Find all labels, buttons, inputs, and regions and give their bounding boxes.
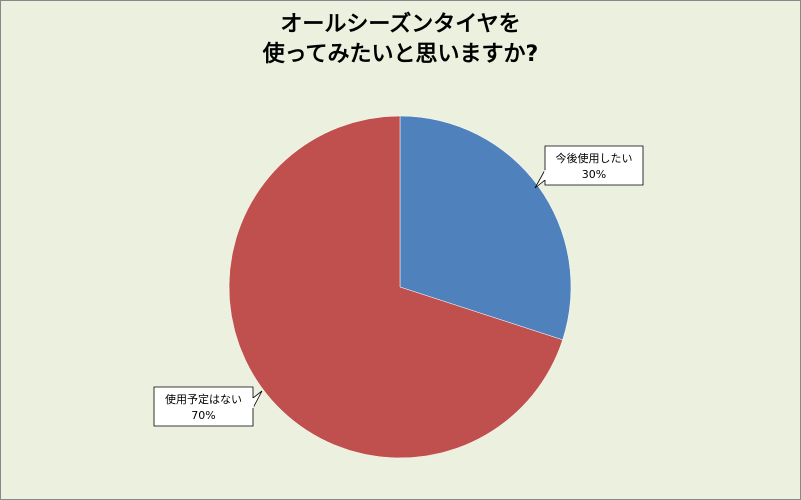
data-label-callout [153,386,254,427]
pie-slice [228,115,563,459]
slice-label: 今後使用したい [556,151,633,165]
slice-percent: 30% [582,168,606,181]
chart-title-line-1: オールシーズンタイヤを [280,12,521,37]
chart-title: オールシーズンタイヤを 使ってみたいと思いますか? [0,10,801,70]
slice-label: 使用予定はない [165,392,242,406]
pie-slice [399,115,572,341]
callout-pointer [252,390,263,409]
chart-title-line-2: 使ってみたいと思いますか? [262,42,539,67]
callout-pointer [534,168,546,189]
slice-percent: 70% [191,409,215,422]
